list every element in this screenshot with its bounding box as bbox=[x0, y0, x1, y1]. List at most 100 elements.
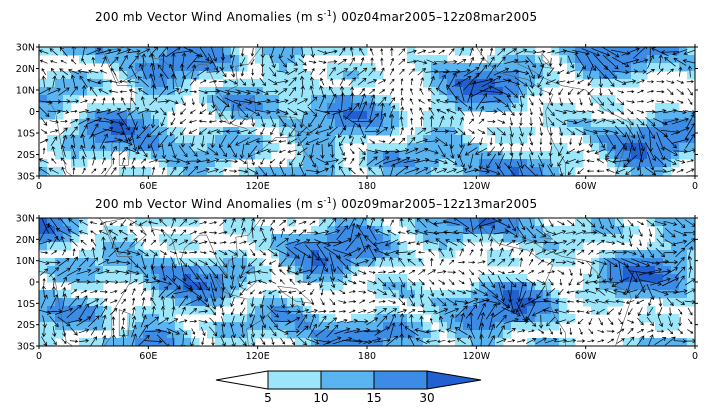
wind-vector bbox=[129, 279, 138, 285]
wind-vector bbox=[487, 258, 496, 266]
wind-vector bbox=[51, 285, 56, 298]
wind-vector bbox=[497, 258, 506, 266]
wind-vector bbox=[61, 134, 67, 148]
wind-vector bbox=[287, 58, 298, 66]
wind-vector bbox=[62, 286, 67, 297]
wind-vector bbox=[656, 90, 665, 94]
wind-vector bbox=[676, 88, 685, 95]
wind-vector bbox=[448, 279, 455, 286]
wind-vector bbox=[626, 271, 634, 293]
wind-vector bbox=[667, 328, 674, 335]
wind-vector bbox=[305, 138, 319, 145]
wind-vector bbox=[367, 308, 378, 314]
wind-vector bbox=[315, 138, 329, 145]
wind-vector bbox=[437, 329, 445, 333]
wind-vector bbox=[199, 251, 207, 255]
wind-vector bbox=[448, 259, 455, 265]
wind-vector bbox=[359, 167, 365, 174]
wind-vector bbox=[87, 315, 100, 328]
wind-vector bbox=[150, 297, 156, 306]
wind-vector bbox=[188, 120, 197, 124]
wind-vector bbox=[606, 329, 615, 333]
wind-vector bbox=[425, 69, 439, 74]
wind-vector bbox=[506, 95, 516, 109]
wind-vector bbox=[118, 270, 130, 275]
wind-vector bbox=[318, 114, 327, 129]
wind-vector bbox=[297, 68, 308, 75]
wind-vector bbox=[596, 249, 606, 255]
wind-vector bbox=[559, 127, 564, 137]
wind-vector bbox=[537, 65, 544, 79]
wind-vector bbox=[446, 157, 458, 165]
wind-vector bbox=[469, 277, 474, 287]
wind-vector bbox=[568, 278, 573, 286]
wind-vector bbox=[255, 139, 269, 144]
wind-vector bbox=[536, 249, 547, 256]
wind-vector bbox=[499, 247, 504, 258]
wind-vector bbox=[99, 69, 108, 74]
wind-vector bbox=[79, 338, 90, 343]
wind-vector bbox=[266, 98, 280, 104]
wind-vector bbox=[139, 63, 147, 80]
wind-vector bbox=[305, 169, 320, 174]
wind-vector bbox=[487, 225, 496, 240]
wind-vector bbox=[141, 297, 146, 306]
wind-vector bbox=[176, 158, 191, 165]
wind-vector bbox=[49, 235, 59, 250]
wind-vector bbox=[230, 308, 235, 316]
wind-vector bbox=[388, 270, 397, 274]
wind-vector bbox=[454, 327, 468, 336]
wind-vector bbox=[627, 117, 634, 126]
wind-vector bbox=[398, 137, 406, 145]
wind-vector bbox=[397, 308, 408, 314]
wind-vector bbox=[318, 94, 327, 109]
wind-vector bbox=[400, 126, 404, 136]
wind-vector bbox=[210, 294, 217, 310]
wind-vector bbox=[566, 318, 575, 325]
wind-vector bbox=[665, 228, 676, 238]
wind-vector bbox=[268, 326, 277, 337]
wind-vector bbox=[459, 134, 464, 149]
x-tick-label: 60W bbox=[575, 351, 597, 362]
wind-vector bbox=[636, 131, 645, 152]
wind-vector bbox=[528, 258, 534, 266]
wind-vector bbox=[626, 100, 635, 104]
wind-vector bbox=[330, 164, 335, 176]
wind-vector bbox=[350, 157, 355, 164]
wind-vector bbox=[673, 229, 688, 237]
wind-vector bbox=[247, 280, 258, 285]
wind-vector bbox=[111, 316, 116, 326]
wind-vector bbox=[597, 97, 604, 107]
wind-vector bbox=[188, 240, 199, 245]
wind-vector bbox=[67, 278, 81, 285]
wind-vector bbox=[438, 315, 444, 327]
wind-vector bbox=[72, 167, 76, 175]
wind-vector bbox=[359, 299, 366, 304]
wind-vector bbox=[555, 338, 568, 343]
wind-vector bbox=[62, 293, 67, 310]
x-tick-label: 0 bbox=[692, 351, 698, 362]
wind-vector bbox=[586, 149, 595, 154]
wind-vector bbox=[468, 269, 474, 276]
wind-vector bbox=[296, 147, 308, 156]
wind-vector bbox=[131, 324, 137, 338]
colorbar-segment-10 bbox=[320, 370, 375, 390]
panel-2-coastlines bbox=[39, 218, 632, 346]
wind-vector bbox=[320, 144, 325, 159]
wind-vector bbox=[332, 107, 353, 115]
wind-vector bbox=[349, 290, 356, 293]
wind-vector bbox=[587, 64, 594, 80]
wind-vector bbox=[404, 167, 420, 174]
wind-vector bbox=[168, 318, 179, 325]
wind-vector bbox=[627, 90, 635, 94]
wind-vector bbox=[594, 260, 608, 266]
wind-vector bbox=[109, 308, 118, 315]
wind-vector bbox=[487, 119, 496, 124]
wind-vector bbox=[479, 333, 484, 346]
wind-vector bbox=[299, 115, 304, 129]
wind-vector bbox=[389, 68, 395, 76]
wind-vector bbox=[424, 138, 439, 144]
wind-vector bbox=[198, 89, 209, 95]
wind-vector bbox=[486, 64, 497, 79]
wind-vector bbox=[418, 250, 425, 254]
